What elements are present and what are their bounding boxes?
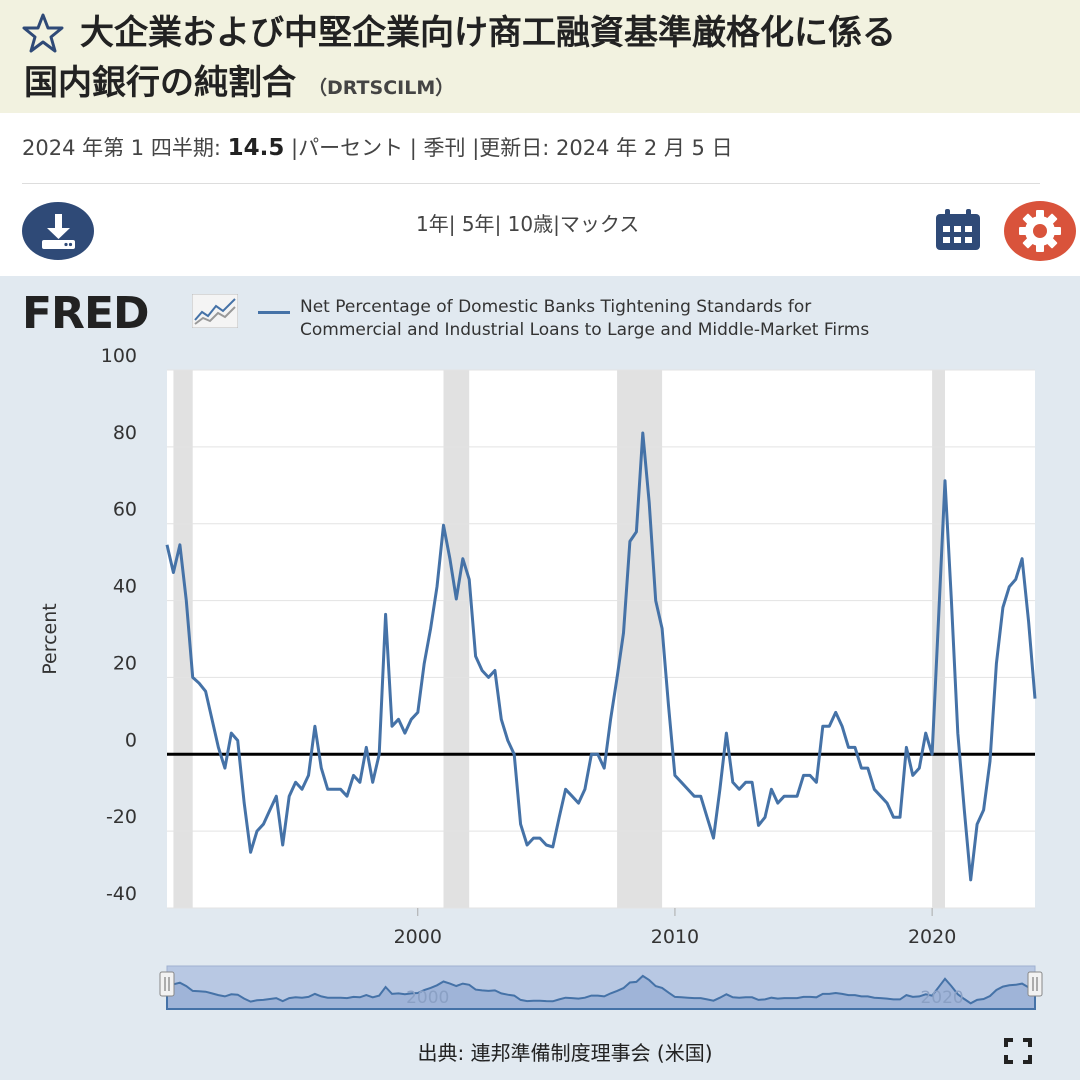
series-line [165, 431, 1037, 882]
meta-rest: |パーセント | 季刊 |更新日: 2024 年 2 月 5 日 [291, 136, 733, 160]
title-bar: 大企業および中堅企業向け商工融資基準厳格化に係る 国内銀行の純割合 （DRTSCI… [0, 0, 1080, 113]
legend-line-1: Net Percentage of Domestic Banks Tighten… [300, 297, 812, 317]
y-tick-label: -40 [106, 883, 137, 905]
legend-line-2: Commercial and Industrial Loans to Large… [300, 320, 870, 340]
date-range-selector: 1年| 5年| 10歳|マックス [416, 208, 639, 237]
navigator-label: 2020 [920, 988, 963, 1008]
recession-band [443, 370, 470, 908]
line-chart: 100 80 60 40 20 0 -20 -40 2000 2010 2020 Percent 200… [39, 345, 1043, 1010]
navigator-handle-right[interactable] [1027, 971, 1043, 997]
y-tick-label: 100 [101, 345, 137, 367]
x-tick-label: 2000 [394, 926, 442, 948]
range-max[interactable]: |マックス [553, 212, 640, 236]
y-tick-label: 80 [113, 422, 137, 444]
recession-band [173, 370, 193, 908]
range-1y[interactable]: 1年 [416, 212, 449, 236]
legend: Net Percentage of Domestic Banks Tighten… [300, 296, 1000, 342]
download-button[interactable] [22, 202, 94, 260]
divider [22, 183, 1040, 184]
legend-swatch [258, 311, 290, 314]
title-line-2-wrap: 国内銀行の純割合 （DRTSCILM） [24, 58, 454, 113]
y-tick-label: 60 [113, 499, 137, 521]
navigator-label: 2000 [406, 988, 449, 1008]
star-outline-icon[interactable] [22, 12, 64, 54]
x-tick-label: 2020 [908, 926, 956, 948]
title-line-2: 国内銀行の純割合 [24, 63, 296, 103]
calendar-icon[interactable] [934, 208, 982, 252]
range-10y[interactable]: | 10歳 [494, 212, 554, 236]
x-tick-label: 2010 [651, 926, 699, 948]
meta-value: 14.5 [227, 135, 285, 161]
fred-graph-icon [192, 294, 238, 328]
y-tick-label: 0 [125, 729, 137, 751]
page-title: 大企業および中堅企業向け商工融資基準厳格化に係る 国内銀行の純割合 （DRTSCI… [24, 8, 1070, 103]
series-code: （DRTSCILM） [308, 77, 455, 99]
navigator-handle-left[interactable] [159, 971, 175, 997]
fred-logo: FRED [22, 288, 150, 339]
gear-icon [1019, 210, 1061, 252]
range-5y[interactable]: | 5年 [448, 212, 495, 236]
y-tick-label: -20 [106, 806, 137, 828]
meta-period: 2024 年第 1 四半期: [22, 136, 221, 160]
settings-button[interactable] [1004, 201, 1076, 261]
y-axis-label: Percent [39, 603, 61, 675]
y-tick-label: 20 [113, 652, 137, 674]
y-tick-label: 40 [113, 576, 137, 598]
plot-area [167, 370, 1035, 908]
download-icon [42, 214, 75, 249]
source-note: 出典: 連邦準備制度理事会 (米国) [417, 1041, 713, 1065]
title-line-1: 大企業および中堅企業向け商工融資基準厳格化に係る [80, 13, 896, 53]
series-meta: 2024 年第 1 四半期: 14.5 |パーセント | 季刊 |更新日: 20… [22, 132, 733, 162]
navigator-series [166, 974, 1036, 1010]
fullscreen-icon[interactable] [1004, 1038, 1032, 1064]
